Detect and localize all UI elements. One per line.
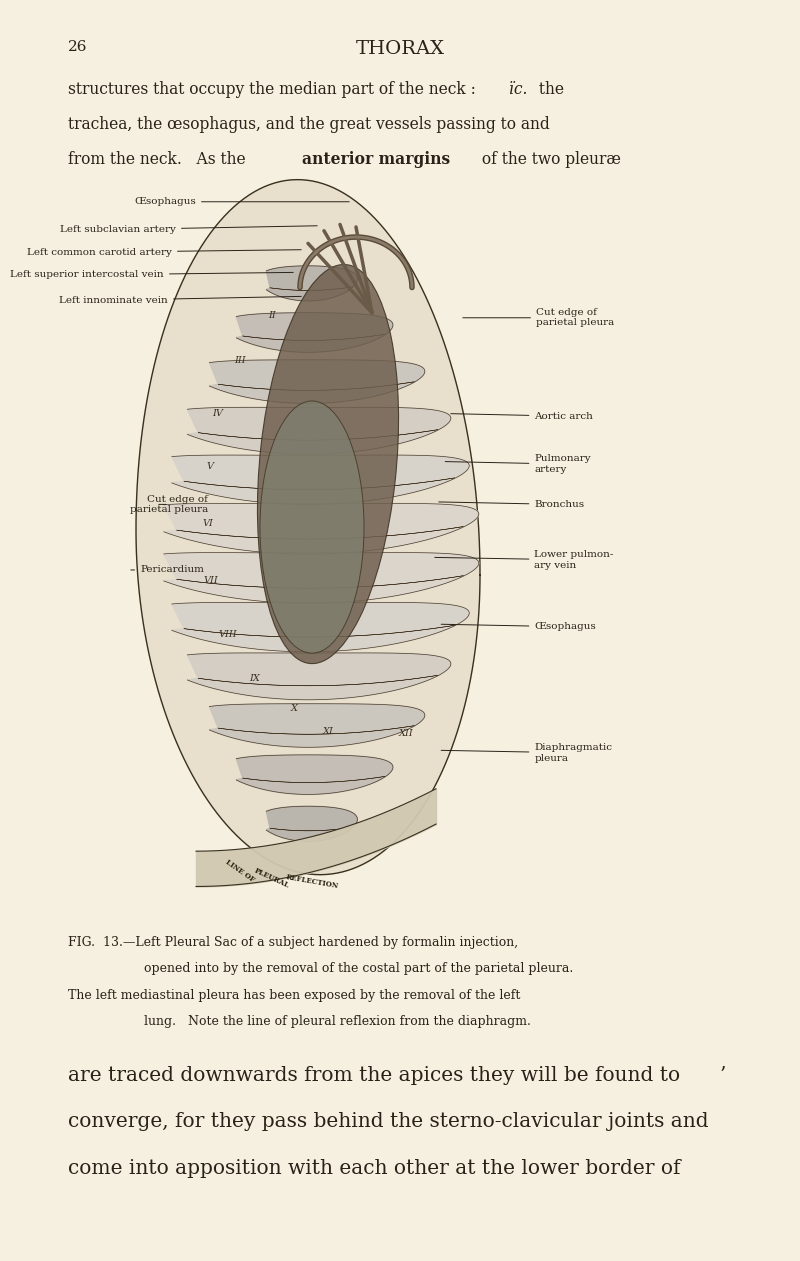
Polygon shape bbox=[172, 603, 470, 652]
Polygon shape bbox=[172, 455, 470, 504]
Text: XII: XII bbox=[399, 729, 414, 739]
Text: The left mediastinal pleura has been exposed by the removal of the left: The left mediastinal pleura has been exp… bbox=[68, 989, 520, 1001]
Polygon shape bbox=[187, 407, 451, 454]
Ellipse shape bbox=[260, 401, 364, 653]
Text: Œsophagus: Œsophagus bbox=[134, 197, 350, 207]
Polygon shape bbox=[266, 266, 358, 301]
Text: VII: VII bbox=[204, 575, 218, 585]
Polygon shape bbox=[266, 806, 358, 841]
Ellipse shape bbox=[258, 265, 398, 663]
Text: PLEURAL: PLEURAL bbox=[253, 868, 291, 890]
Text: opened into by the removal of the costal part of the parietal pleura.: opened into by the removal of the costal… bbox=[144, 962, 574, 975]
Text: anterior margins: anterior margins bbox=[302, 151, 450, 168]
Text: Cut edge of
parietal pleura: Cut edge of parietal pleura bbox=[130, 494, 208, 514]
Text: the: the bbox=[534, 81, 565, 97]
Polygon shape bbox=[136, 179, 480, 875]
Text: Left superior intercostal vein: Left superior intercostal vein bbox=[10, 270, 294, 280]
Text: IX: IX bbox=[249, 673, 260, 683]
Text: XI: XI bbox=[322, 726, 334, 736]
Text: Cut edge of
parietal pleura: Cut edge of parietal pleura bbox=[462, 308, 614, 328]
Text: lung.   Note the line of pleural reflexion from the diaphragm.: lung. Note the line of pleural reflexion… bbox=[144, 1015, 531, 1028]
Text: FIG.  13.—Left Pleural Sac of a subject hardened by formalin injection,: FIG. 13.—Left Pleural Sac of a subject h… bbox=[68, 936, 518, 948]
Text: Left innominate vein: Left innominate vein bbox=[59, 295, 302, 305]
Text: V: V bbox=[206, 462, 213, 472]
Text: IV: IV bbox=[212, 409, 223, 419]
Text: trachea, the œsophagus, and the great vessels passing to and: trachea, the œsophagus, and the great ve… bbox=[68, 116, 550, 132]
Polygon shape bbox=[236, 755, 393, 794]
Text: of the two pleuræ: of the two pleuræ bbox=[477, 151, 621, 168]
Text: Lower pulmon-
ary vein: Lower pulmon- ary vein bbox=[434, 550, 614, 570]
Text: Left subclavian artery: Left subclavian artery bbox=[60, 224, 318, 235]
Text: are traced downwards from the apices they will be found to: are traced downwards from the apices the… bbox=[68, 1066, 680, 1084]
Text: II: II bbox=[268, 310, 276, 320]
Text: Aortic arch: Aortic arch bbox=[450, 411, 594, 421]
Polygon shape bbox=[210, 704, 425, 748]
Text: 26: 26 bbox=[68, 40, 87, 54]
Text: ïc.: ïc. bbox=[504, 81, 527, 97]
Text: Œsophagus: Œsophagus bbox=[441, 622, 596, 632]
Text: ’: ’ bbox=[720, 1066, 726, 1084]
Polygon shape bbox=[164, 503, 478, 554]
Text: converge, for they pass behind the sterno-clavicular joints and: converge, for they pass behind the stern… bbox=[68, 1112, 709, 1131]
Text: from the neck.   As the: from the neck. As the bbox=[68, 151, 250, 168]
Text: Diaphragmatic
pleura: Diaphragmatic pleura bbox=[441, 743, 613, 763]
Text: Pericardium: Pericardium bbox=[130, 565, 204, 575]
Text: Pulmonary
artery: Pulmonary artery bbox=[445, 454, 591, 474]
Text: structures that occupy the median part of the neck :: structures that occupy the median part o… bbox=[68, 81, 476, 97]
Text: III: III bbox=[234, 356, 246, 366]
Text: REFLECTION: REFLECTION bbox=[285, 873, 339, 890]
Text: LINE OF: LINE OF bbox=[224, 859, 256, 884]
Text: Bronchus: Bronchus bbox=[438, 499, 585, 509]
Text: Left common carotid artery: Left common carotid artery bbox=[27, 247, 302, 257]
Text: come into apposition with each other at the lower border of: come into apposition with each other at … bbox=[68, 1159, 681, 1178]
Polygon shape bbox=[187, 653, 451, 700]
Polygon shape bbox=[236, 313, 393, 352]
Text: VI: VI bbox=[202, 518, 214, 528]
Text: VIII: VIII bbox=[218, 629, 238, 639]
Text: THORAX: THORAX bbox=[355, 40, 445, 58]
Polygon shape bbox=[164, 552, 478, 603]
Polygon shape bbox=[210, 359, 425, 404]
Text: X: X bbox=[291, 704, 298, 714]
